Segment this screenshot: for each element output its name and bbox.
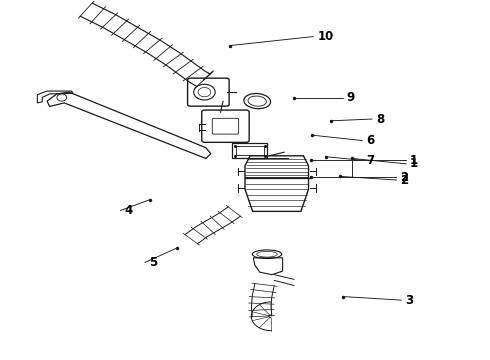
- Text: 10: 10: [318, 30, 334, 43]
- Text: 6: 6: [366, 134, 374, 147]
- Text: 2: 2: [400, 174, 409, 186]
- Text: 8: 8: [376, 113, 384, 126]
- Text: 3: 3: [405, 294, 414, 307]
- Text: 1: 1: [410, 154, 418, 167]
- Text: 5: 5: [149, 256, 157, 269]
- Text: 9: 9: [346, 91, 355, 104]
- Text: 1: 1: [410, 157, 418, 170]
- Text: 2: 2: [400, 171, 409, 184]
- Text: 4: 4: [124, 204, 133, 217]
- Text: 7: 7: [366, 154, 374, 167]
